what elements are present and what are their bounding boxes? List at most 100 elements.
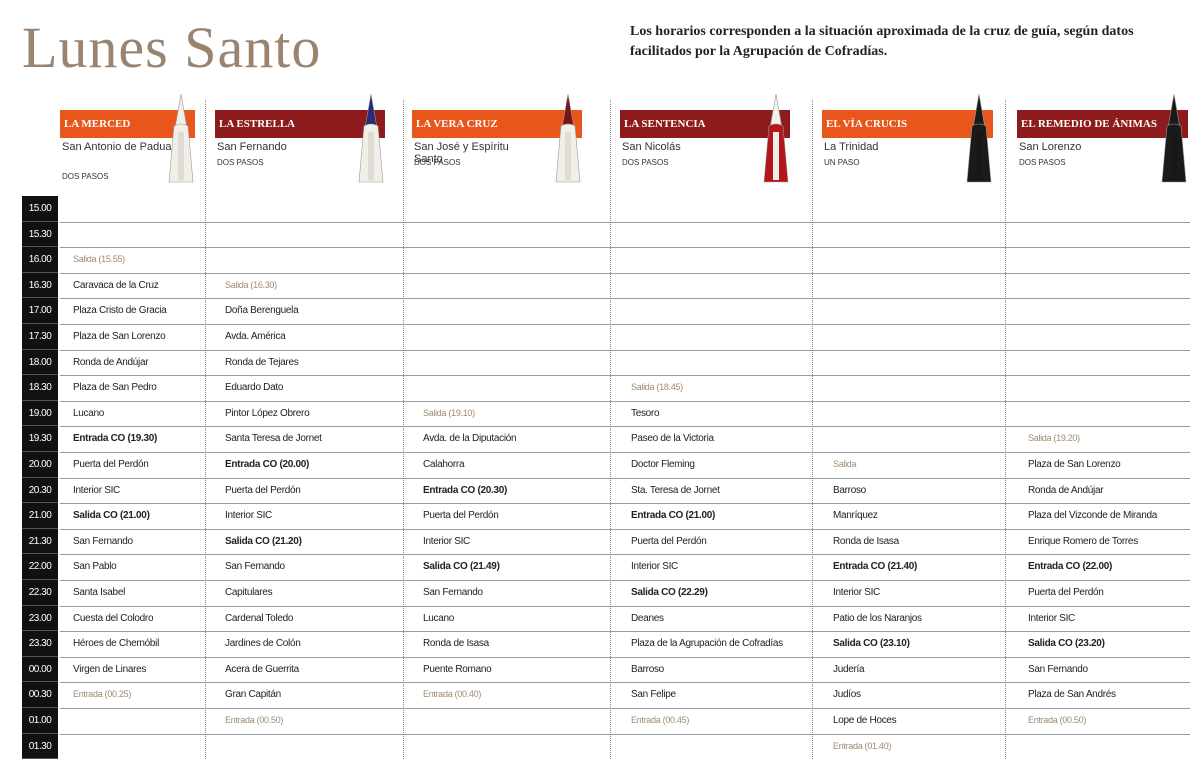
route-stop: Avda. América: [225, 331, 286, 342]
time-label: 15.30: [22, 221, 58, 248]
route-stop: Lucano: [73, 407, 105, 419]
row-line: [60, 503, 1190, 505]
time-label: 19.30: [22, 426, 58, 452]
route-stop: Interior SIC: [423, 535, 470, 547]
route-stop: Entrada (00.50): [1028, 715, 1087, 725]
row-line: [60, 324, 1190, 325]
column-divider: [403, 100, 404, 759]
route-stop: Entrada CO (19.30): [73, 433, 158, 445]
route-stop: Jardines de Colón: [225, 638, 301, 650]
route-stop: Judíos: [833, 689, 861, 701]
route-stop: Pintor López Obrero: [225, 407, 310, 419]
route-stop: Plaza de San Andrés: [1028, 689, 1116, 701]
route-stop: Ronda de Andújar: [1028, 484, 1104, 496]
route-stop: Barroso: [631, 663, 664, 675]
route-stop: Tesoro: [631, 407, 660, 419]
route-stop: Deanes: [631, 612, 664, 624]
row-line: [60, 605, 1190, 607]
column-divider: [812, 100, 813, 759]
route-stop: Sta. Teresa de Jornet: [631, 484, 720, 496]
time-label: 20.00: [22, 452, 58, 478]
route-stop: Interior SIC: [225, 510, 272, 522]
route-stop: Calahorra: [423, 459, 465, 470]
route-stop: Héroes de Chernóbil: [73, 638, 160, 650]
route-stop: Ronda de Isasa: [833, 535, 899, 547]
route-stop: Salida (19.20): [1028, 433, 1080, 444]
time-label: 01.30: [22, 733, 58, 759]
route-stop: Salida CO (21.49): [423, 561, 500, 573]
route-stop: Plaza Cristo de Gracia: [73, 305, 167, 317]
route-stop: Salida: [833, 459, 857, 469]
time-label: 17.00: [22, 298, 58, 324]
route-stop: Gran Capitán: [225, 689, 281, 701]
time-label: 18.00: [22, 349, 58, 376]
route-stop: Salida (15.55): [73, 254, 125, 265]
row-line: [60, 375, 1190, 377]
route-stop: Salida CO (22.29): [631, 587, 708, 598]
route-stop: Cardenal Toledo: [225, 612, 294, 624]
row-line: [60, 477, 1190, 479]
route-stop: Plaza de la Agrupación de Cofradías: [631, 638, 783, 650]
church: San Antonio de Padua: [62, 141, 172, 153]
route-stop: Ronda de Tejares: [225, 356, 299, 368]
route-stop: Enrique Romero de Torres: [1028, 535, 1138, 547]
pasos: UN PASO: [824, 158, 860, 167]
pasos: DOS PASOS: [414, 158, 461, 167]
row-line: [60, 400, 1190, 402]
procession-name: LA MERCED: [60, 110, 195, 138]
pasos: DOS PASOS: [622, 158, 669, 167]
time-label: 16.00: [22, 247, 58, 273]
pasos: DOS PASOS: [217, 158, 264, 167]
time-label: 00.00: [22, 656, 58, 683]
nazareno-figure: [555, 93, 581, 183]
route-stop: Entrada CO (21.00): [631, 510, 716, 522]
note: Los horarios corresponden a la situación…: [630, 24, 1134, 59]
route-stop: San Pablo: [73, 561, 117, 573]
procession-name: LA ESTRELLA: [215, 110, 385, 138]
route-stop: San Fernando: [423, 587, 483, 598]
nazareno-figure: [358, 93, 384, 183]
route-stop: Santa Isabel: [73, 587, 125, 598]
route-stop: Capitulares: [225, 587, 273, 598]
route-stop: Puerta del Perdón: [225, 484, 301, 496]
route-stop: Puerta del Perdón: [73, 459, 149, 470]
row-line: [60, 298, 1190, 300]
time-label: 16.30: [22, 272, 58, 299]
row-line: [60, 656, 1190, 658]
route-stop: Interior SIC: [631, 561, 678, 573]
procession-name: EL VÍA CRUCIS: [822, 110, 993, 138]
route-stop: San Fernando: [225, 561, 285, 573]
row-line: [60, 221, 1190, 223]
nazareno-figure: [763, 93, 789, 183]
route-stop: Salida CO (23.20): [1028, 638, 1105, 650]
route-stop: Plaza de San Lorenzo: [1028, 459, 1121, 470]
route-stop: Salida CO (23.10): [833, 638, 910, 650]
route-stop: Acera de Guerrita: [225, 663, 299, 675]
time-label: 21.30: [22, 528, 58, 555]
church: San José y Espíritu Santo: [414, 141, 509, 165]
route-stop: Judería: [833, 663, 865, 675]
church: San Lorenzo: [1019, 141, 1082, 153]
route-stop: Salida (18.45): [631, 382, 683, 393]
time-label: 22.30: [22, 580, 58, 606]
column-divider: [205, 100, 206, 759]
time-label: 22.00: [22, 554, 58, 580]
route-stop: Lope de Hoces: [833, 715, 897, 726]
route-stop: Salida (19.10): [423, 407, 475, 418]
route-stop: Interior SIC: [1028, 612, 1075, 624]
nazareno-figure: [168, 93, 194, 183]
row-line: [60, 554, 1190, 556]
route-stop: Manríquez: [833, 510, 878, 522]
row-line: [60, 580, 1190, 581]
route-stop: Plaza del Vizconde de Miranda: [1028, 510, 1157, 522]
route-stop: Entrada (00.50): [225, 715, 284, 725]
route-stop: Eduardo Dato: [225, 382, 284, 394]
route-stop: Doctor Fleming: [631, 459, 695, 470]
church: La Trinidad: [824, 141, 879, 153]
procession-name: LA SENTENCIA: [620, 110, 790, 138]
procession-name: LA VERA CRUZ: [412, 110, 582, 138]
nazareno-figure: [1161, 93, 1187, 183]
route-stop: Puerta del Perdón: [631, 535, 707, 547]
route-stop: Santa Teresa de Jornet: [225, 433, 322, 445]
